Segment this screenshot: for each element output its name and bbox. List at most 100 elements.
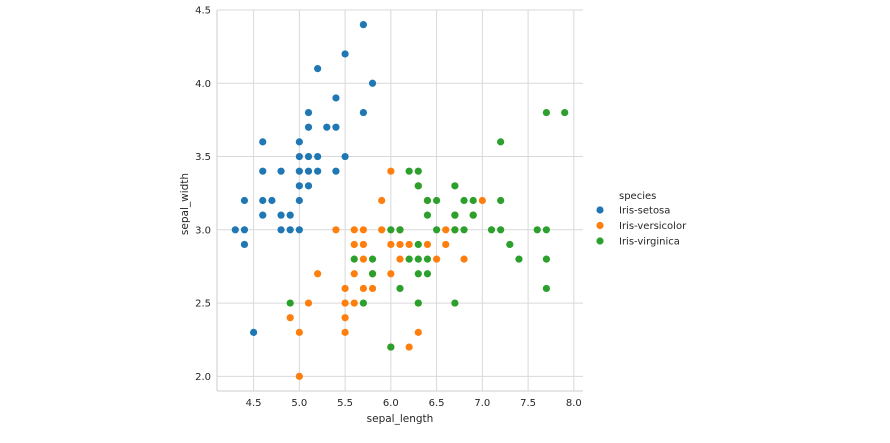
y-tick-label: 2.0 bbox=[195, 372, 211, 383]
data-point bbox=[277, 226, 285, 234]
data-point bbox=[259, 211, 267, 219]
data-point bbox=[240, 226, 249, 234]
data-point bbox=[304, 299, 313, 307]
data-point bbox=[368, 284, 377, 293]
data-point bbox=[414, 299, 422, 307]
data-point bbox=[240, 240, 249, 249]
x-tick-label: 8.0 bbox=[566, 398, 582, 409]
data-point bbox=[405, 343, 413, 351]
data-point bbox=[506, 240, 514, 249]
data-point bbox=[304, 182, 313, 190]
legend-label: Iris-versicolor bbox=[619, 221, 687, 232]
data-point bbox=[286, 211, 294, 219]
data-point bbox=[423, 211, 432, 219]
data-point bbox=[350, 299, 358, 307]
x-tick-label: 7.5 bbox=[520, 398, 536, 409]
data-point bbox=[423, 196, 432, 205]
y-tick-label: 2.5 bbox=[195, 299, 211, 310]
data-point bbox=[497, 226, 505, 234]
data-point bbox=[368, 270, 377, 278]
data-point bbox=[414, 270, 422, 278]
data-point bbox=[442, 240, 450, 249]
legend: species Iris-setosa Iris-versicolor Iris-v… bbox=[596, 191, 687, 248]
data-point bbox=[387, 343, 395, 351]
x-tick-labels: 4.5 5.0 5.5 6.0 6.5 7.0 7.5 8.0 bbox=[246, 398, 582, 409]
data-point bbox=[451, 182, 459, 190]
data-point bbox=[286, 226, 294, 234]
data-point bbox=[277, 211, 285, 219]
legend-label: Iris-setosa bbox=[619, 206, 670, 217]
data-point bbox=[469, 211, 477, 219]
x-axis-label: sepal_length bbox=[367, 413, 434, 425]
data-point bbox=[286, 299, 294, 307]
data-point bbox=[359, 284, 367, 293]
data-point bbox=[268, 196, 276, 205]
data-point bbox=[259, 196, 267, 205]
data-point bbox=[414, 167, 422, 175]
legend-title: species bbox=[619, 191, 656, 202]
data-point bbox=[359, 240, 367, 249]
data-point bbox=[341, 314, 349, 322]
data-point bbox=[378, 226, 386, 234]
data-point bbox=[332, 123, 340, 131]
data-point bbox=[533, 226, 541, 234]
data-point bbox=[350, 255, 358, 263]
data-point bbox=[497, 138, 505, 146]
data-point bbox=[304, 167, 313, 175]
legend-marker bbox=[596, 206, 604, 214]
data-point bbox=[259, 167, 267, 175]
x-tick-label: 6.5 bbox=[429, 398, 445, 409]
data-point bbox=[231, 226, 239, 234]
data-point bbox=[368, 255, 377, 263]
data-point bbox=[240, 196, 249, 205]
data-point bbox=[405, 167, 413, 175]
data-point bbox=[451, 299, 459, 307]
data-point bbox=[460, 226, 468, 234]
data-point bbox=[295, 226, 303, 234]
data-point bbox=[359, 226, 367, 234]
data-point bbox=[387, 240, 395, 249]
data-point bbox=[515, 255, 523, 263]
data-point bbox=[332, 167, 340, 175]
data-point bbox=[295, 138, 303, 146]
data-point bbox=[414, 328, 422, 336]
data-point bbox=[396, 240, 404, 249]
data-point bbox=[405, 240, 413, 249]
data-point bbox=[451, 226, 459, 234]
data-point bbox=[387, 270, 395, 278]
data-point bbox=[314, 270, 322, 278]
data-point bbox=[314, 167, 322, 175]
legend-label: Iris-virginica bbox=[619, 237, 680, 248]
data-point bbox=[423, 240, 432, 249]
data-point bbox=[277, 167, 285, 175]
y-tick-label: 4.0 bbox=[195, 79, 211, 90]
data-point bbox=[295, 196, 303, 205]
data-point bbox=[387, 226, 395, 234]
data-point bbox=[378, 196, 386, 205]
data-point bbox=[295, 167, 303, 175]
data-point bbox=[341, 284, 349, 293]
data-point bbox=[497, 196, 505, 205]
data-point bbox=[295, 328, 303, 336]
data-point bbox=[451, 211, 459, 219]
data-point bbox=[359, 108, 367, 117]
data-point bbox=[286, 314, 294, 322]
x-tick-label: 6.0 bbox=[383, 398, 399, 409]
data-point bbox=[341, 152, 349, 161]
data-point bbox=[469, 196, 477, 205]
data-point bbox=[414, 240, 422, 249]
data-point bbox=[433, 226, 441, 234]
data-point bbox=[359, 299, 367, 307]
data-points bbox=[231, 21, 569, 380]
x-tick-label: 5.0 bbox=[291, 398, 307, 409]
data-point bbox=[433, 196, 441, 205]
data-point bbox=[304, 123, 313, 131]
x-tick-label: 4.5 bbox=[246, 398, 262, 409]
data-point bbox=[442, 226, 450, 234]
data-point bbox=[414, 255, 422, 263]
data-point bbox=[542, 284, 551, 293]
data-point bbox=[304, 108, 313, 117]
data-point bbox=[341, 328, 349, 336]
data-point bbox=[359, 255, 367, 263]
